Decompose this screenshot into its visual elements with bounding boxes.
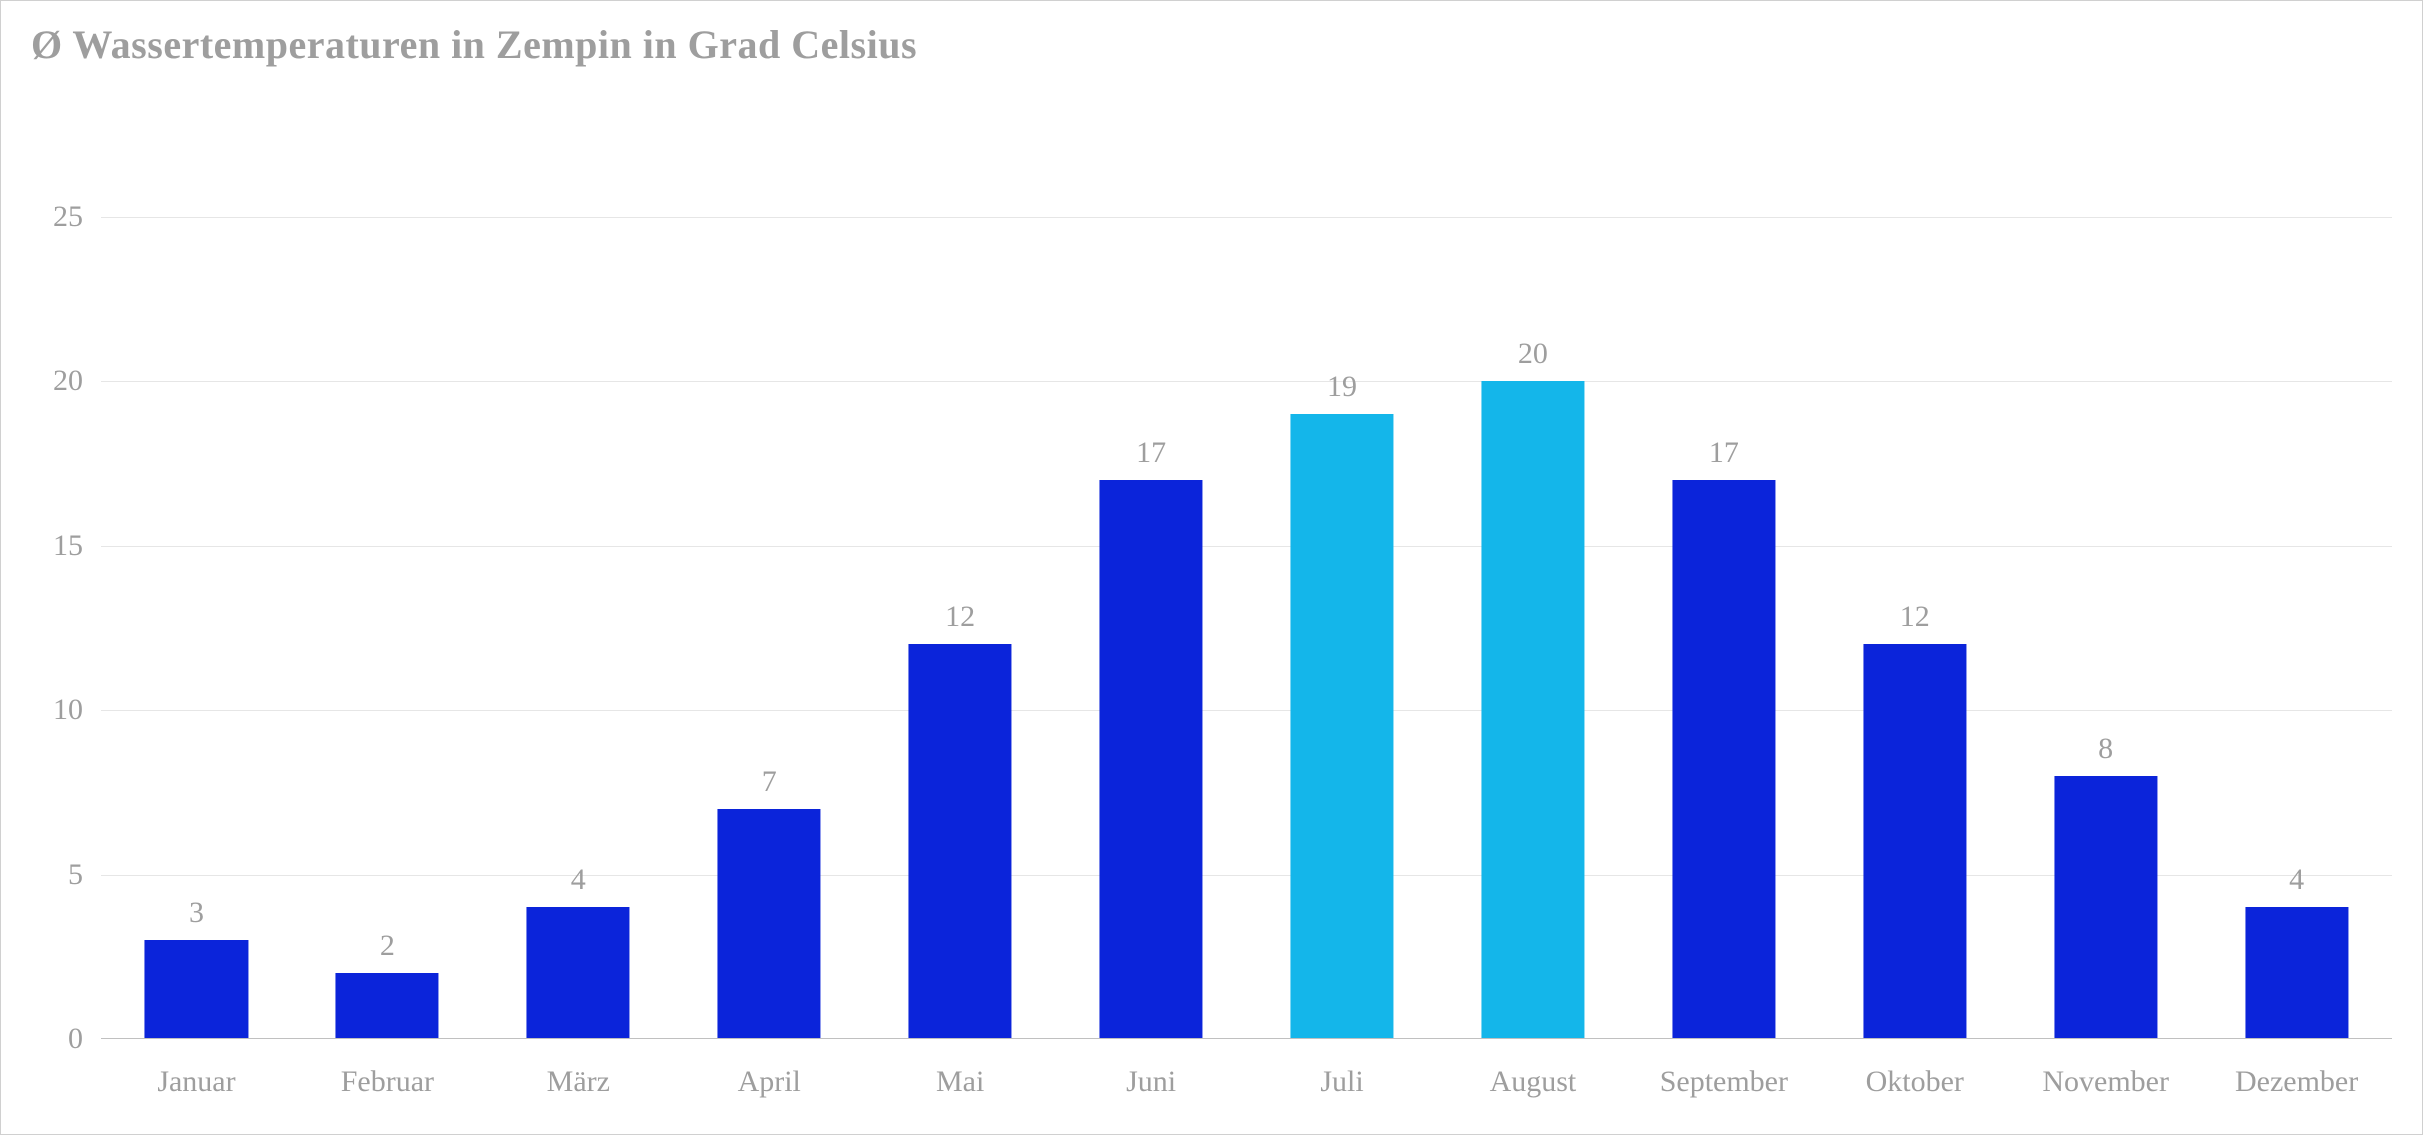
bar: 20	[1481, 381, 1584, 1039]
bar-value-label: 3	[189, 896, 204, 940]
bar-slot: 4	[2201, 151, 2392, 1039]
bar-slot: 8	[2010, 151, 2201, 1039]
x-tick-label: Juli	[1247, 1065, 1438, 1099]
bar-value-label: 2	[380, 929, 395, 973]
x-tick-label: Juni	[1056, 1065, 1247, 1099]
bar-value-label: 12	[945, 600, 975, 644]
x-tick-label: September	[1628, 1065, 1819, 1099]
x-tick-label: Mai	[865, 1065, 1056, 1099]
bar-value-label: 20	[1518, 337, 1548, 381]
x-tick-label: April	[674, 1065, 865, 1099]
bar: 17	[1100, 480, 1203, 1039]
bar: 12	[909, 644, 1012, 1039]
bar-value-label: 12	[1900, 600, 1930, 644]
bar-value-label: 4	[571, 863, 586, 907]
x-tick-label: Februar	[292, 1065, 483, 1099]
bar-value-label: 17	[1136, 436, 1166, 480]
x-tick-label: November	[2010, 1065, 2201, 1099]
bar-slot: 17	[1056, 151, 1247, 1039]
bar: 19	[1290, 414, 1393, 1039]
x-tick-label: Dezember	[2201, 1065, 2392, 1099]
bar: 17	[1672, 480, 1775, 1039]
bar-slot: 20	[1437, 151, 1628, 1039]
bar-slot: 12	[865, 151, 1056, 1039]
x-tick-label: Januar	[101, 1065, 292, 1099]
bar: 7	[718, 809, 821, 1039]
bar: 4	[527, 907, 630, 1039]
y-tick-label: 20	[53, 364, 101, 398]
bar: 12	[1863, 644, 1966, 1039]
bar: 8	[2054, 776, 2157, 1039]
bar-slot: 19	[1247, 151, 1438, 1039]
bar: 3	[145, 940, 248, 1039]
x-axis-labels: JanuarFebruarMärzAprilMaiJuniJuliAugustS…	[101, 1065, 2392, 1099]
bar-slot: 7	[674, 151, 865, 1039]
baseline	[101, 1038, 2392, 1039]
y-tick-label: 25	[53, 200, 101, 234]
plot-area: 0510152025 324712171920171284	[101, 151, 2392, 1039]
y-tick-label: 5	[68, 858, 101, 892]
bar: 4	[2245, 907, 2348, 1039]
x-tick-label: März	[483, 1065, 674, 1099]
y-tick-label: 10	[53, 693, 101, 727]
chart-container: Ø Wassertemperaturen in Zempin in Grad C…	[0, 0, 2423, 1135]
bars-row: 324712171920171284	[101, 151, 2392, 1039]
x-tick-label: August	[1437, 1065, 1628, 1099]
bar-value-label: 17	[1709, 436, 1739, 480]
bar-slot: 12	[1819, 151, 2010, 1039]
y-tick-label: 15	[53, 529, 101, 563]
bar-value-label: 19	[1327, 370, 1357, 414]
bar-slot: 3	[101, 151, 292, 1039]
chart-title: Ø Wassertemperaturen in Zempin in Grad C…	[31, 21, 917, 68]
bar-slot: 2	[292, 151, 483, 1039]
y-tick-label: 0	[68, 1022, 101, 1056]
bar-value-label: 8	[2098, 732, 2113, 776]
x-tick-label: Oktober	[1819, 1065, 2010, 1099]
bar-value-label: 7	[762, 765, 777, 809]
bar-slot: 17	[1628, 151, 1819, 1039]
bar: 2	[336, 973, 439, 1039]
bar-slot: 4	[483, 151, 674, 1039]
bar-value-label: 4	[2289, 863, 2304, 907]
